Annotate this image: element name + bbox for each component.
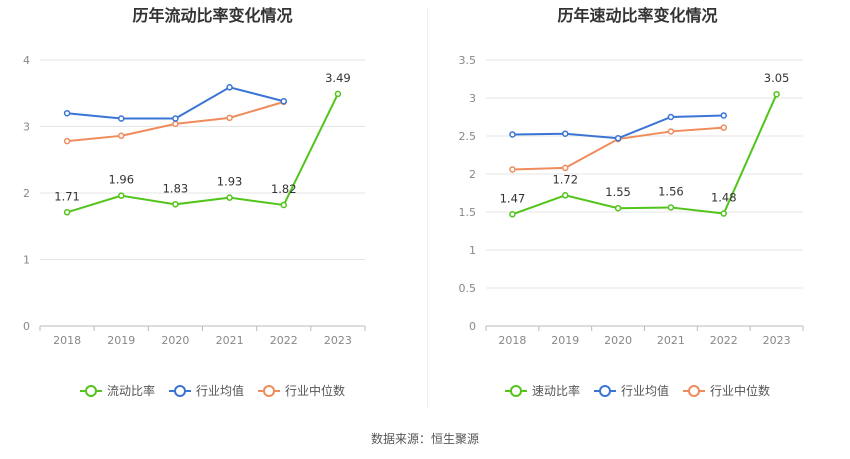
series-line — [512, 114, 724, 140]
data-label: 1.48 — [711, 191, 737, 205]
y-tick-label: 2 — [469, 168, 476, 181]
series-line — [66, 93, 339, 214]
data-label: 1.82 — [271, 182, 297, 196]
data-point — [172, 201, 179, 208]
x-tick-label: 2018 — [53, 334, 81, 347]
data-point — [280, 201, 287, 209]
data-label: 1.56 — [658, 184, 684, 198]
y-tick-label: 2.5 — [459, 130, 477, 143]
data-point — [118, 115, 125, 122]
legend-label: 行业均值 — [620, 384, 669, 398]
data-label: 1.96 — [108, 173, 134, 187]
y-tick-label: 4 — [23, 54, 30, 67]
data-point — [720, 112, 727, 119]
chart-title: 历年速动比率变化情况 — [557, 6, 718, 25]
x-tick-label: 2021 — [216, 334, 244, 347]
chart-panel-current-ratio: 历年流动比率变化情况 0 1 2 3 4 2018 2019 2020 2021 2022 2023… — [0, 0, 425, 415]
data-point — [63, 109, 71, 117]
data-point — [614, 204, 622, 212]
data-point — [562, 164, 569, 172]
data-label: 1.72 — [552, 172, 578, 186]
legend-label: 流动比率 — [106, 384, 155, 398]
data-point — [280, 97, 287, 105]
y-tick-label: 0 — [23, 320, 30, 333]
data-point — [667, 113, 675, 121]
x-tick-label: 2023 — [324, 334, 352, 347]
y-tick-label: 1.5 — [459, 206, 477, 219]
data-label: 1.71 — [54, 189, 80, 203]
legend-label: 行业均值 — [195, 384, 244, 398]
data-point — [720, 210, 727, 217]
data-point — [172, 115, 179, 122]
data-label: 3.49 — [325, 71, 351, 85]
chart-panel-quick-ratio: 历年速动比率变化情况 0 0.5 1 1.5 2 2.5 3 3.5 2018 2019 2020 2… — [425, 0, 850, 415]
series-line — [512, 93, 778, 216]
y-tick-label: 0.5 — [459, 282, 477, 295]
data-point — [509, 166, 516, 173]
x-tick-label: 2020 — [604, 334, 632, 347]
legend-label: 行业中位数 — [710, 384, 771, 398]
x-tick-label: 2022 — [710, 334, 738, 347]
data-point — [118, 192, 125, 199]
data-label: 1.47 — [500, 191, 526, 205]
legend-label: 速动比率 — [531, 384, 580, 398]
chart-plot: 0 0.5 1 1.5 2 2.5 3 3.5 2018 2019 2020 2021 2022 2023… — [459, 54, 804, 347]
panel-divider — [427, 8, 428, 408]
data-label: 1.83 — [163, 181, 189, 195]
y-tick-label: 3 — [23, 121, 30, 134]
y-tick-label: 2 — [23, 187, 30, 200]
legend-item[interactable]: 行业中位数 — [683, 382, 770, 399]
data-point — [562, 192, 569, 199]
data-source-note: 数据来源：恒生聚源 — [370, 432, 479, 446]
data-point — [63, 137, 71, 145]
data-label: 3.05 — [764, 71, 790, 85]
chart-plot: 0 1 2 3 4 2018 2019 2020 2021 2022 2023 1.71 1.96 1.8… — [23, 54, 366, 347]
x-tick-label: 2020 — [161, 334, 189, 347]
data-point — [667, 128, 675, 135]
x-tick-label: 2022 — [270, 334, 298, 347]
y-tick-label: 0 — [469, 320, 476, 333]
legend-label: 行业中位数 — [285, 384, 346, 398]
y-tick-label: 1 — [469, 244, 476, 257]
legend-item[interactable]: 流动比率 — [79, 382, 155, 399]
data-point — [172, 120, 179, 128]
chart-legend: 速动比率 行业均值 行业中位数 — [425, 382, 850, 399]
data-point — [226, 84, 233, 91]
data-label: 1.55 — [605, 185, 631, 199]
data-point — [562, 130, 569, 137]
legend-item[interactable]: 行业均值 — [168, 382, 244, 399]
legend-item[interactable]: 行业中位数 — [258, 382, 345, 399]
x-tick-label: 2019 — [551, 334, 579, 347]
data-point — [773, 90, 780, 98]
data-point — [720, 124, 727, 131]
y-tick-label: 3 — [469, 92, 476, 105]
data-point — [614, 135, 622, 142]
chart-title: 历年流动比率变化情况 — [132, 6, 293, 25]
data-point — [226, 194, 233, 201]
series-line — [66, 86, 284, 120]
legend-marker-icon — [683, 384, 705, 397]
data-point — [509, 131, 516, 138]
x-tick-label: 2023 — [763, 334, 791, 347]
legend-marker-icon — [593, 384, 616, 397]
data-label: 1.93 — [217, 175, 243, 189]
legend-marker-icon — [504, 384, 527, 397]
x-tick-label: 2021 — [657, 334, 685, 347]
data-point — [226, 114, 233, 122]
legend-marker-icon — [79, 384, 102, 397]
data-point — [118, 132, 125, 140]
data-point — [509, 211, 516, 218]
chart-legend: 流动比率 行业均值 行业中位数 — [0, 382, 425, 399]
legend-item[interactable]: 速动比率 — [504, 382, 580, 399]
y-tick-label: 3.5 — [459, 54, 477, 67]
data-point — [667, 204, 675, 211]
legend-item[interactable]: 行业均值 — [593, 382, 669, 399]
legend-marker-icon — [168, 384, 191, 397]
x-tick-label: 2019 — [107, 334, 135, 347]
y-tick-label: 1 — [23, 254, 30, 267]
x-tick-label: 2018 — [498, 334, 526, 347]
legend-marker-icon — [258, 384, 280, 397]
data-point — [334, 90, 342, 98]
data-point — [63, 209, 71, 216]
